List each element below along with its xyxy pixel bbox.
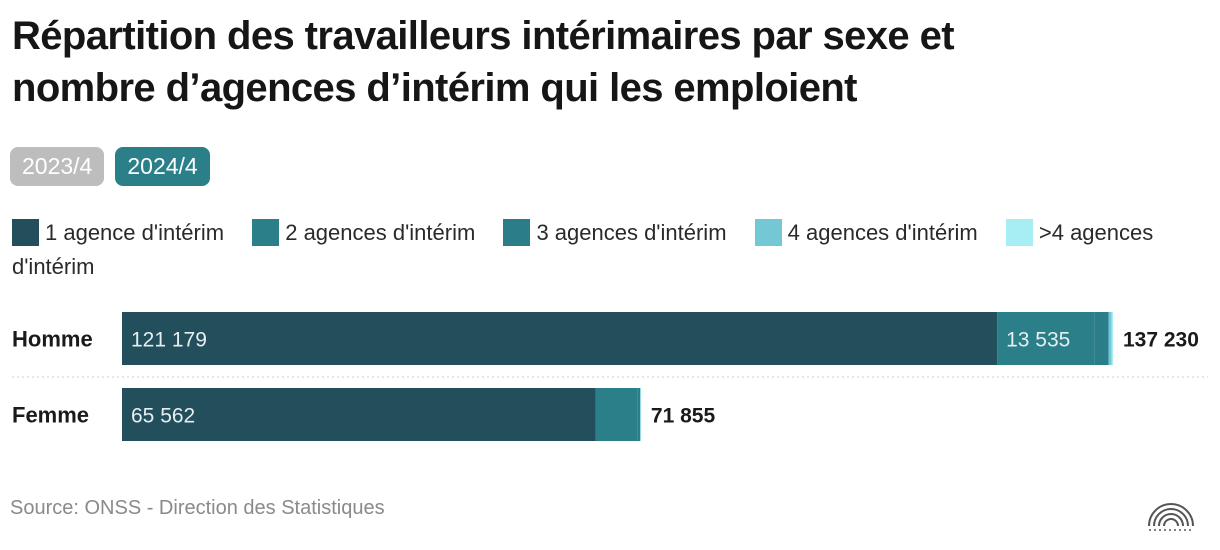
chart-title: Répartition des travailleurs intérimaire… <box>12 10 1202 114</box>
bar-segment <box>637 388 641 441</box>
legend-item-3-agences: 3 agences d'intérim <box>503 219 727 246</box>
bar-segment <box>595 388 638 441</box>
bar-segment <box>1111 312 1113 365</box>
legend-label: 2 agences d'intérim <box>285 220 476 245</box>
tab-2023-4[interactable]: 2023/4 <box>10 147 105 186</box>
legend-label: 3 agences d'intérim <box>536 220 727 245</box>
legend-item-1-agence: 1 agence d'intérim <box>12 219 225 246</box>
category-label: Homme <box>12 327 93 352</box>
source-note: Source: ONSS - Direction des Statistique… <box>10 497 385 519</box>
legend-label: 4 agences d'intérim <box>787 220 978 245</box>
legend-swatch <box>754 219 782 246</box>
stacked-bar-chart: Homme 121 179 13 535 137 230 Femme 65 562 71 8… <box>12 312 1208 441</box>
legend-label: >4 agences d'intérim <box>12 220 1154 279</box>
bar-segment <box>1094 312 1109 365</box>
segment-value-label: 65 562 <box>131 405 195 428</box>
segment-value-label: 13 535 <box>1006 329 1070 352</box>
legend-swatch <box>252 219 280 246</box>
bar-segment <box>122 312 998 365</box>
chart-legend: 1 agence d'intérim 2 agences d'intérim 3… <box>12 216 1207 284</box>
tab-2024-4[interactable]: 2024/4 <box>115 147 210 186</box>
segment-value-label: 121 179 <box>131 329 207 352</box>
legend-label: 1 agence d'intérim <box>45 220 225 245</box>
legend-item-plus-4-agences: >4 agences d'intérim <box>12 219 1154 279</box>
category-label: Femme <box>12 403 89 428</box>
legend-swatch <box>503 219 531 246</box>
bar-total-label: 71 855 <box>651 405 716 428</box>
bar-segment <box>640 388 642 441</box>
legend-swatch <box>1005 219 1033 246</box>
chart-title-line-1: Répartition des travailleurs intérimaire… <box>12 14 955 58</box>
bar-segment <box>997 312 1095 365</box>
legend-swatch <box>12 219 39 246</box>
legend-item-2-agences: 2 agences d'intérim <box>252 219 476 246</box>
bar-segment <box>1108 312 1112 365</box>
bar-segment <box>122 388 596 441</box>
bar-total-label: 137 230 <box>1123 329 1199 352</box>
period-tabs: 2023/4 2024/4 <box>10 147 210 186</box>
legend-item-4-agences: 4 agences d'intérim <box>754 219 978 246</box>
publisher-logo-icon <box>1148 503 1194 531</box>
bar-segment <box>640 388 641 441</box>
chart-title-line-2: nombre d’agences d’intérim qui les emplo… <box>12 66 857 110</box>
